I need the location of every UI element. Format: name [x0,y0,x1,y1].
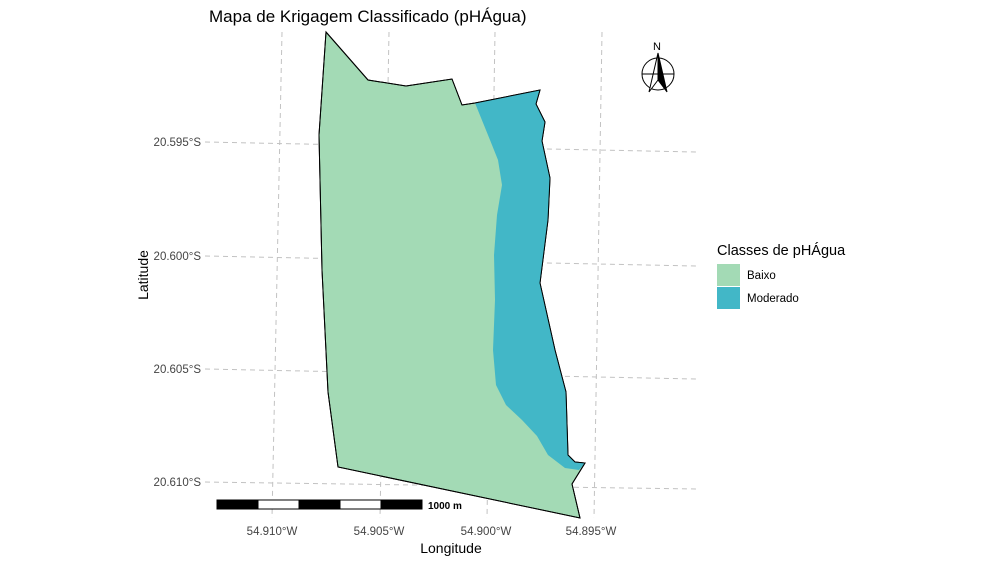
field-outline [318,30,586,519]
y-tick-label: 20.595°S [154,137,202,149]
x-tick-label: 54.895°W [566,526,617,538]
north-label: N [653,41,661,53]
x-tick-label: 54.900°W [461,526,512,538]
legend-label-moderado: Moderado [747,293,799,305]
legend-label-baixo: Baixo [747,270,776,282]
y-axis-label: Latitude [135,250,151,300]
y-tick-label: 20.605°S [154,364,202,376]
x-axis-label: Longitude [420,540,482,556]
legend-swatch-baixo [717,264,740,286]
y-tick-label: 20.610°S [154,477,202,489]
x-tick-label: 54.905°W [354,526,405,538]
legend: Classes de pHÁgua Baixo Moderado [717,242,846,309]
scale-bar: 1000 m [216,499,462,512]
x-tick-label: 54.910°W [247,526,298,538]
north-arrow-icon: N [641,41,675,93]
y-tick-label: 20.600°S [154,251,202,263]
legend-swatch-moderado [717,287,740,309]
map-title: Mapa de Krigagem Classificado (pHÁgua) [209,7,527,26]
scale-bar-label: 1000 m [428,501,462,512]
legend-title: Classes de pHÁgua [717,242,846,259]
class-area-moderado [475,90,585,470]
